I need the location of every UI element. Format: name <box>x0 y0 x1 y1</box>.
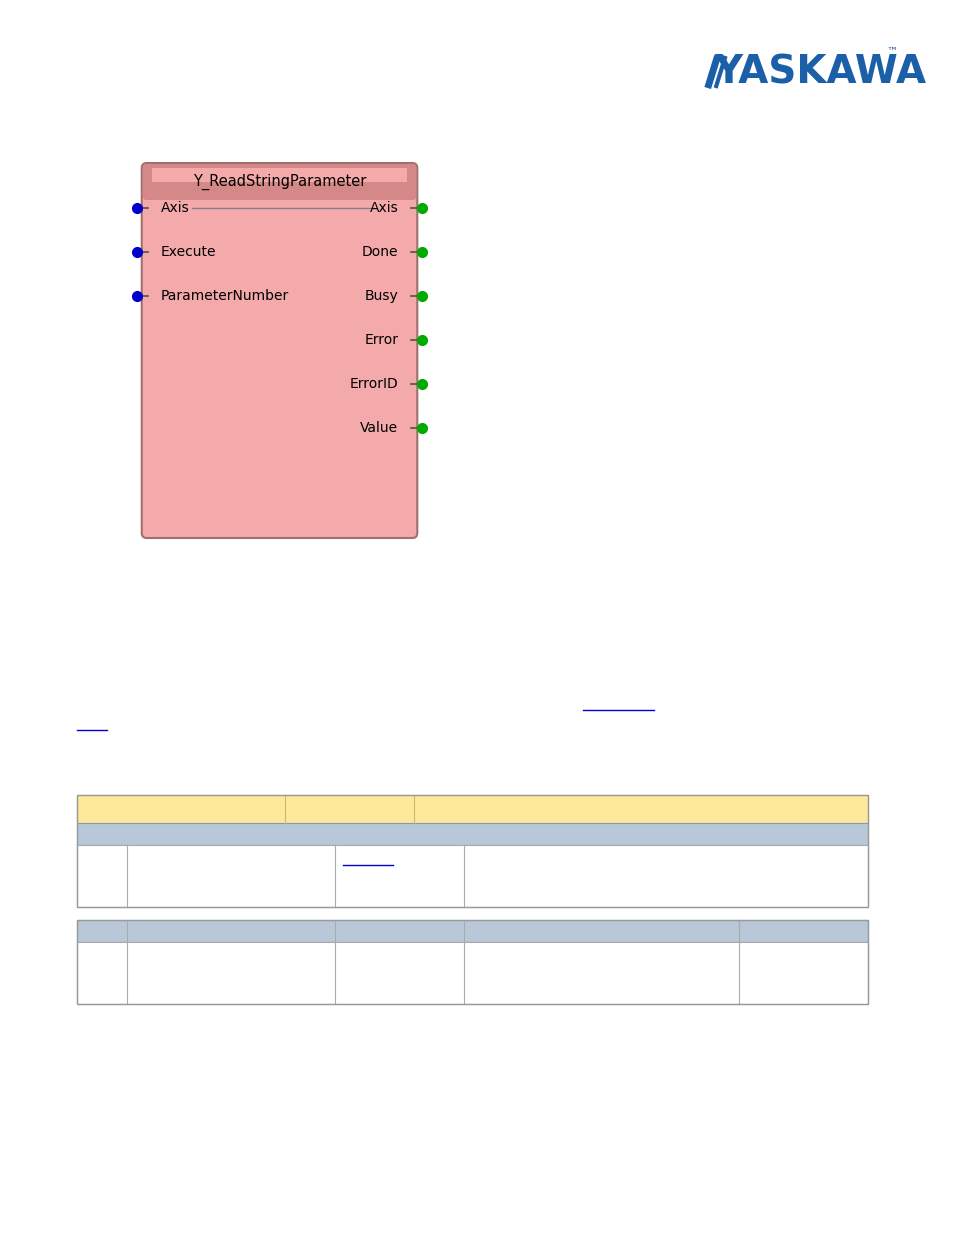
Text: ParameterNumber: ParameterNumber <box>160 289 289 303</box>
Text: Axis: Axis <box>370 201 398 215</box>
FancyBboxPatch shape <box>143 164 416 200</box>
Text: Axis: Axis <box>160 201 189 215</box>
Text: Busy: Busy <box>364 289 398 303</box>
Text: Done: Done <box>361 245 398 259</box>
FancyBboxPatch shape <box>142 163 416 538</box>
Bar <box>77 920 867 942</box>
Bar <box>77 823 867 845</box>
Text: ErrorID: ErrorID <box>350 377 398 391</box>
Text: Execute: Execute <box>160 245 215 259</box>
Bar <box>77 795 867 823</box>
Text: YASKAWA: YASKAWA <box>714 53 925 91</box>
Bar <box>77 920 867 1004</box>
Bar <box>152 168 407 182</box>
Text: Error: Error <box>364 333 398 347</box>
Bar <box>77 795 867 906</box>
Bar <box>77 942 867 1004</box>
Text: ™: ™ <box>885 47 897 57</box>
Text: Y_ReadStringParameter: Y_ReadStringParameter <box>193 174 366 190</box>
Text: Value: Value <box>360 421 398 435</box>
Bar <box>77 845 867 906</box>
Bar <box>152 182 407 196</box>
